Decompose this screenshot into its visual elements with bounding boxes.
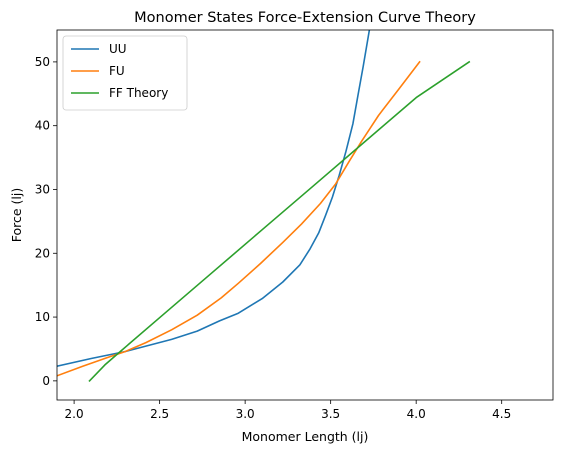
x-tick-label: 4.5 — [492, 407, 511, 421]
x-axis-label: Monomer Length (lj) — [242, 429, 369, 444]
x-tick-label: 2.5 — [150, 407, 169, 421]
series-layer — [57, 30, 471, 383]
legend-label: UU — [109, 42, 127, 56]
y-tick-label: 30 — [35, 182, 50, 196]
y-tick-label: 10 — [35, 310, 50, 324]
chart-title: Monomer States Force-Extension Curve The… — [134, 10, 476, 26]
x-axis-ticks: 2.0 2.5 3.0 3.5 4.0 4.5 — [65, 400, 511, 421]
legend-box — [62, 35, 188, 111]
series-line-3 — [88, 60, 471, 383]
legend-label: FF Theory — [109, 86, 168, 100]
series-line-1 — [57, 30, 371, 368]
x-tick-label: 3.0 — [236, 407, 255, 421]
legend-label: FU — [109, 64, 125, 78]
series-line-2 — [57, 60, 421, 377]
y-tick-label: 50 — [35, 55, 50, 69]
y-tick-label: 0 — [42, 374, 50, 388]
plot-frame — [56, 29, 554, 401]
y-axis-ticks: 0 10 20 30 40 50 — [35, 55, 57, 388]
y-tick-label: 20 — [35, 246, 50, 260]
x-tick-label: 4.0 — [407, 407, 426, 421]
x-tick-label: 3.5 — [321, 407, 340, 421]
y-tick-label: 40 — [35, 119, 50, 133]
legend: UU FU FF Theory — [62, 35, 188, 111]
x-tick-label: 2.0 — [65, 407, 84, 421]
y-axis-label: Force (lj) — [9, 188, 24, 243]
